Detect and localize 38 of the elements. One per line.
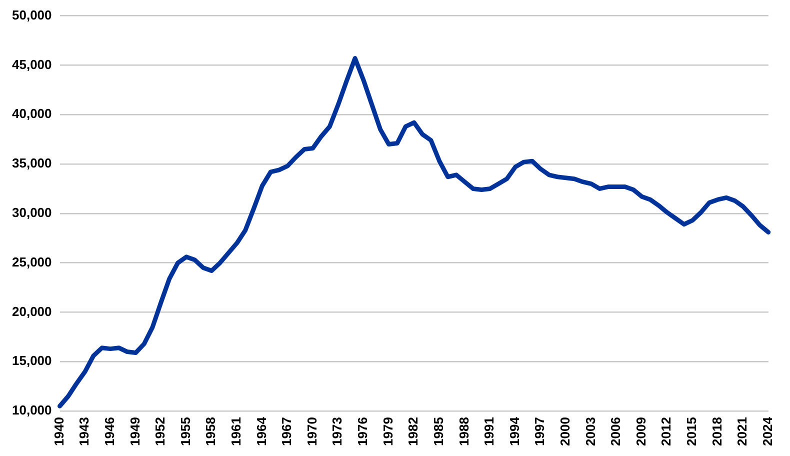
x-tick-label: 2015	[684, 417, 700, 446]
y-tick-label: 15,000	[12, 353, 52, 368]
x-tick-label: 1955	[178, 417, 193, 446]
y-tick-label: 25,000	[12, 254, 52, 270]
x-tick-label: 1952	[152, 417, 168, 446]
x-tick-label: 1979	[380, 417, 396, 446]
y-tick-label: 30,000	[12, 205, 52, 220]
y-tick-label: 50,000	[12, 7, 52, 22]
x-tick-label: 2006	[608, 417, 624, 446]
x-tick-label: 1985	[430, 417, 446, 446]
x-tick-label: 1970	[304, 417, 320, 446]
x-tick-label: 1976	[355, 417, 370, 446]
y-tick-label: 20,000	[12, 304, 52, 319]
y-tick-label: 35,000	[12, 156, 52, 171]
x-tick-label: 2003	[582, 417, 598, 446]
x-tick-label: 2012	[658, 417, 674, 446]
x-tick-label: 1958	[203, 417, 218, 446]
x-tick-label: 1994	[506, 416, 522, 446]
y-tick-label: 40,000	[12, 106, 52, 122]
x-tick-label: 2018	[709, 417, 724, 446]
x-tick-label: 1940	[51, 417, 66, 446]
x-tick-label: 1973	[330, 417, 345, 446]
x-tick-label: 1988	[456, 417, 472, 446]
y-tick-label: 45,000	[12, 56, 52, 72]
x-tick-label: 1991	[482, 417, 497, 446]
x-tick-label: 1949	[127, 417, 142, 446]
y-tick-label: 10,000	[12, 402, 52, 418]
x-tick-label: 1964	[254, 416, 269, 446]
x-tick-label: 1961	[228, 417, 244, 446]
x-tick-label: 1943	[76, 417, 92, 446]
x-tick-label: 2021	[734, 417, 750, 446]
x-tick-label: 1997	[532, 417, 548, 446]
x-tick-label: 1967	[279, 417, 294, 446]
x-tick-label: 2024	[760, 416, 775, 446]
x-tick-label: 2009	[633, 417, 648, 446]
x-tick-label: 1982	[406, 417, 421, 446]
x-tick-label: 2000	[558, 417, 573, 446]
x-tick-label: 1946	[102, 417, 117, 446]
